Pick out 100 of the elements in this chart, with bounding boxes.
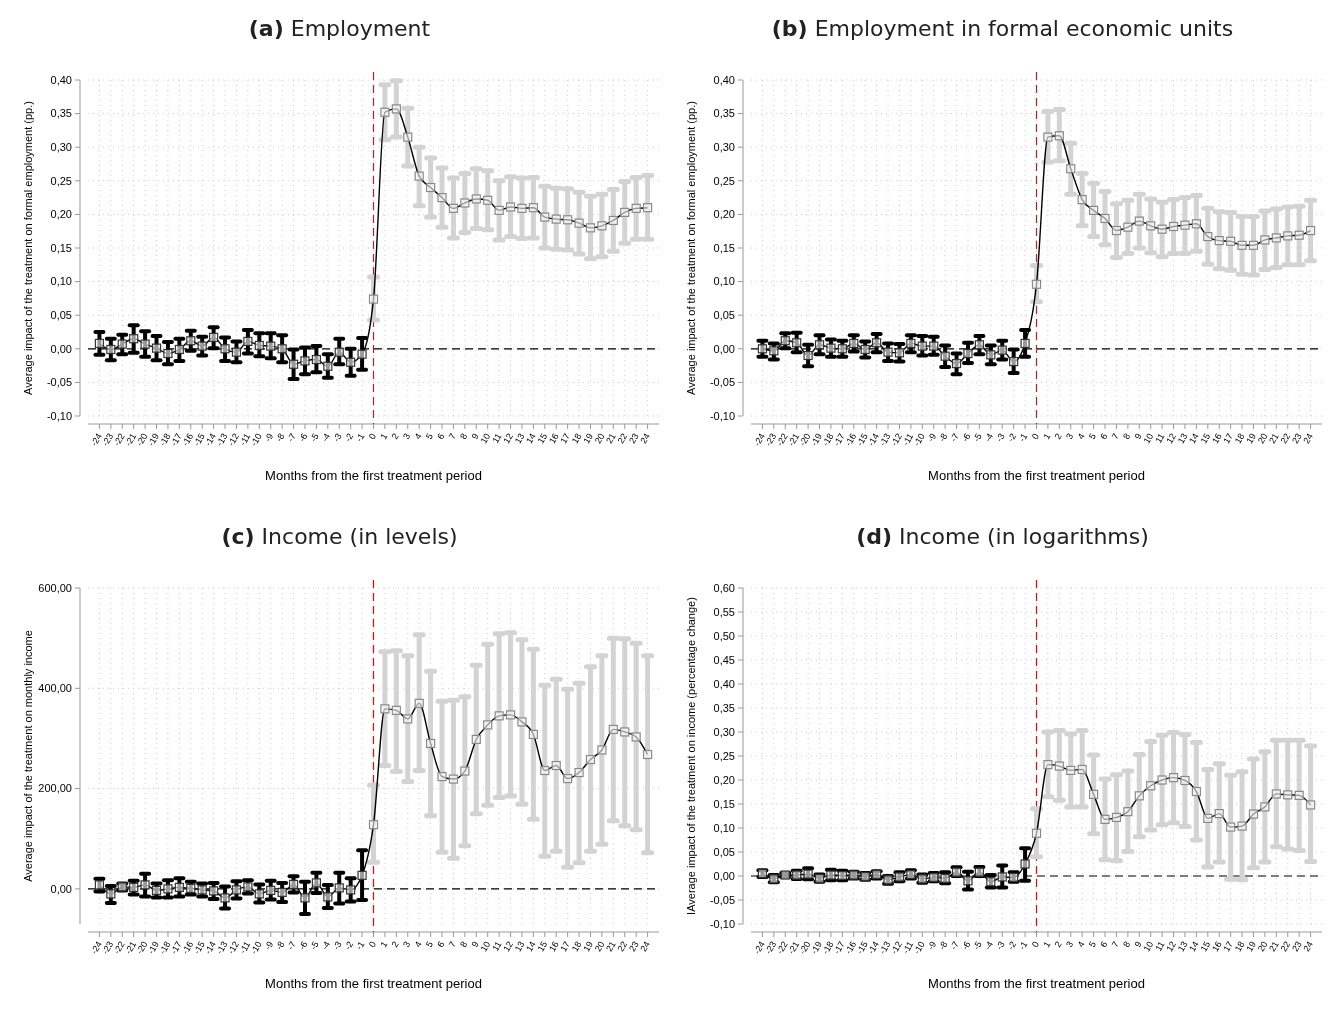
x-tick-label: 10 [1141, 431, 1156, 446]
point [1283, 790, 1293, 800]
x-tick-label: -8 [273, 431, 287, 444]
x-tick-label: 11 [490, 939, 504, 953]
x-tick-label: 7 [1109, 939, 1121, 949]
point [1248, 809, 1259, 819]
point [1191, 219, 1201, 229]
point [368, 820, 379, 830]
chart-title: (d) Income (in logarithms) [856, 524, 1149, 549]
point [563, 773, 573, 784]
point [1123, 807, 1133, 817]
point [1054, 131, 1064, 141]
x-tick-label: 24 [638, 431, 653, 446]
x-tick-label: -16 [843, 431, 859, 448]
point [1191, 786, 1201, 797]
x-tick-label: -7 [948, 431, 962, 444]
y-axis-title: Average impact of the treatment on formal employment (pp.) [685, 101, 697, 395]
x-tick-label: -4 [982, 431, 996, 444]
x-tick-label: 4 [412, 939, 424, 949]
x-tick-label: 12 [1164, 939, 1178, 954]
point [642, 749, 653, 760]
x-tick-label: 10 [1141, 939, 1156, 954]
x-tick-label: 2 [389, 431, 401, 441]
x-tick-label: 20 [592, 431, 607, 446]
point [1237, 821, 1247, 831]
chart-title: (a) Employment [248, 16, 431, 41]
point [528, 203, 538, 213]
x-tick-label: 20 [592, 939, 607, 954]
point [426, 738, 436, 749]
point [1237, 240, 1247, 250]
x-tick-label: 24 [638, 939, 653, 954]
x-tick-label: -5 [971, 431, 984, 444]
point [1100, 814, 1110, 824]
point [1226, 822, 1236, 832]
point [1123, 222, 1133, 232]
y-tick-label: 0,35 [713, 701, 735, 714]
point [1031, 279, 1042, 289]
point [597, 221, 607, 231]
y-tick-label: -0,05 [46, 376, 72, 389]
point [1134, 216, 1144, 226]
y-tick-label: 0,00 [713, 342, 735, 355]
point [631, 732, 641, 742]
point [608, 724, 618, 735]
x-tick-label: -6 [296, 431, 310, 444]
x-tick-label: -6 [959, 939, 973, 952]
x-tick-label: -16 [843, 939, 859, 956]
point [1203, 813, 1213, 823]
x-tick-label: 13 [1175, 431, 1190, 446]
chart-title: (b) Employment in formal economic units [771, 16, 1234, 41]
point [1111, 812, 1122, 823]
point [494, 205, 504, 215]
x-tick-label: 13 [512, 431, 527, 446]
y-tick-label: 0,25 [713, 749, 735, 762]
point [1283, 231, 1293, 241]
x-tick-label: 6 [1098, 939, 1110, 949]
x-tick-label: -24 [88, 939, 104, 956]
x-tick-label: 5 [1086, 939, 1099, 949]
x-tick-label: 21 [1267, 939, 1281, 954]
x-tick-label: 21 [604, 431, 618, 446]
point [1066, 164, 1076, 174]
x-tick-label: -8 [936, 431, 950, 444]
point [1271, 233, 1281, 243]
x-tick-label: 24 [1301, 939, 1316, 954]
x-tick-label: 1 [1041, 431, 1053, 441]
x-tick-label: -4 [319, 939, 333, 952]
x-tick-label: 2 [1052, 939, 1064, 949]
x-tick-label: -7 [285, 431, 299, 444]
x-tick-label: -4 [319, 431, 333, 444]
y-tick-label: 0,35 [50, 107, 72, 120]
point [620, 727, 630, 737]
point [1031, 828, 1042, 838]
y-tick-label: 0,20 [713, 773, 735, 786]
point [1089, 205, 1099, 215]
point [540, 765, 550, 776]
y-tick-label: 0,40 [713, 73, 735, 86]
x-tick-label: 4 [1075, 939, 1087, 949]
x-tick-label: -24 [88, 431, 104, 448]
y-tick-label: 0,00 [50, 882, 72, 895]
point [505, 710, 516, 720]
point [437, 193, 447, 203]
point [483, 195, 493, 205]
point [403, 714, 413, 724]
x-tick-label: -2 [342, 939, 356, 952]
y-tick-label: 0,10 [50, 275, 72, 288]
x-tick-label: 3 [1064, 431, 1076, 441]
x-tick-label: -6 [296, 939, 310, 952]
x-tick-label: -1 [353, 431, 367, 444]
x-tick-label: 14 [524, 431, 538, 446]
x-tick-label: -8 [273, 939, 287, 952]
x-tick-label: 6 [435, 431, 447, 441]
point [1248, 240, 1259, 250]
x-tick-label: 11 [1153, 939, 1167, 953]
point [574, 767, 584, 778]
x-tick-label: 7 [1109, 431, 1121, 441]
y-tick-label: 0,25 [50, 174, 72, 187]
x-tick-label: 0 [366, 431, 378, 441]
x-tick-label: 15 [535, 431, 550, 446]
x-tick-label: -18 [157, 431, 173, 448]
point [1089, 789, 1099, 799]
point [426, 182, 436, 193]
